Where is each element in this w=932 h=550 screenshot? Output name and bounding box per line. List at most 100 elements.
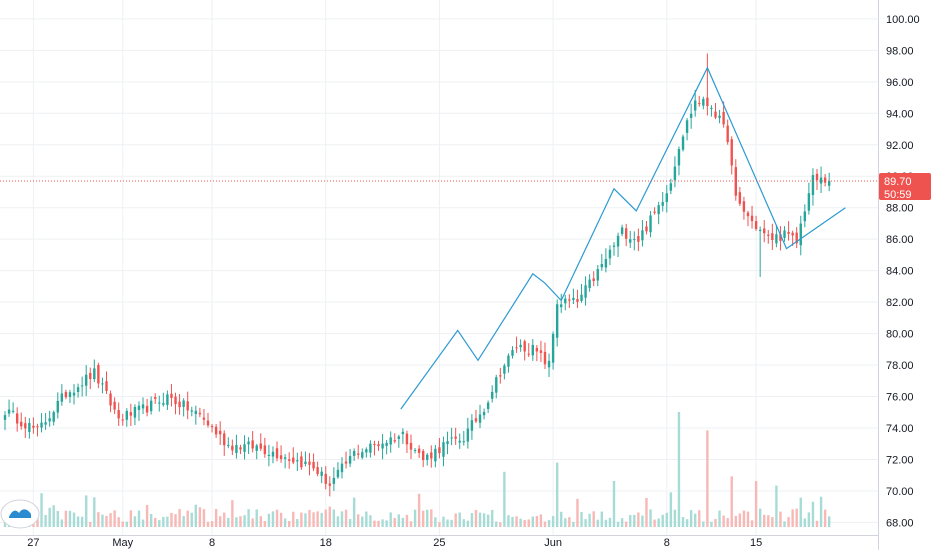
volume-bars <box>3 412 831 527</box>
candle-body <box>210 426 214 428</box>
volume-bar <box>174 514 177 527</box>
candle-body <box>604 258 608 268</box>
volume-bar <box>474 509 478 527</box>
volume-bar <box>288 521 291 527</box>
volume-bar <box>316 511 319 527</box>
volume-bar <box>85 495 88 527</box>
volume-bar <box>499 522 502 527</box>
time-tick-label: May <box>112 537 133 549</box>
candle-body <box>190 410 193 412</box>
candle-body <box>706 97 709 106</box>
candle-body <box>109 393 112 406</box>
candle-body <box>381 443 384 449</box>
volume-bar <box>450 519 453 527</box>
candle-body <box>141 404 145 409</box>
volume-bar <box>214 509 218 527</box>
volume-bar <box>539 514 543 527</box>
volume-bar <box>547 520 551 527</box>
volume-bar <box>811 501 815 527</box>
candle-body <box>681 136 685 150</box>
candle-body <box>174 396 177 405</box>
candle-body <box>60 393 64 402</box>
time-tick-label: 25 <box>433 537 445 549</box>
volume-bar <box>251 518 254 527</box>
volume-bar <box>56 511 59 527</box>
volume-bar <box>125 521 128 527</box>
volume-bar <box>186 510 189 527</box>
volume-bar <box>393 517 396 527</box>
candle-body <box>482 412 486 416</box>
candle-body <box>32 425 35 428</box>
volume-bar <box>531 516 534 527</box>
price-tick-label: 80.00 <box>886 329 914 341</box>
price-tick-label: 92.00 <box>886 140 914 152</box>
candle-body <box>263 445 267 455</box>
candle-body <box>113 401 116 410</box>
candle-body <box>393 440 396 442</box>
candle-body <box>158 402 161 404</box>
candle-body <box>36 426 39 428</box>
candle-body <box>405 433 409 445</box>
candle-body <box>470 420 474 431</box>
candle-body <box>596 269 599 281</box>
candle-body <box>170 393 173 398</box>
volume-bar <box>283 518 287 527</box>
volume-bar <box>629 515 632 527</box>
candle-body <box>641 230 644 241</box>
volume-bar <box>80 516 84 527</box>
candle-body <box>3 415 7 420</box>
candle-body <box>555 304 559 338</box>
candle-body <box>251 440 254 449</box>
volume-bar <box>218 516 222 527</box>
candle-body <box>133 406 137 418</box>
candle-body <box>149 400 153 412</box>
candle-body <box>783 230 786 238</box>
volume-bar <box>478 512 482 527</box>
price-axis[interactable]: 68.00 70.00 72.00 74.00 76.00 78.00 80.00 82.00… <box>878 0 920 550</box>
candle-body <box>312 461 315 469</box>
time-tick-label: 18 <box>320 537 332 549</box>
volume-bar <box>93 497 96 527</box>
volume-bar <box>365 511 368 527</box>
volume-bar <box>645 497 648 527</box>
volume-bar <box>507 515 510 527</box>
volume-bar <box>580 512 583 527</box>
candle-body <box>413 450 417 452</box>
candle-body <box>340 463 344 473</box>
volume-bar <box>352 497 356 527</box>
candle-body <box>787 231 790 234</box>
tradingview-logo-icon[interactable] <box>0 499 40 529</box>
volume-bar <box>604 519 608 527</box>
volume-bar <box>734 515 737 527</box>
price-tick-label: 94.00 <box>886 108 914 120</box>
volume-bar <box>40 493 43 527</box>
candle-body <box>795 232 798 244</box>
candle-body <box>685 120 689 133</box>
volume-bar <box>771 517 774 527</box>
drawings <box>400 66 846 410</box>
time-tick-label: Jun <box>544 537 562 549</box>
volume-bar <box>486 514 490 527</box>
candle-body <box>677 149 681 166</box>
candle-body <box>698 103 701 105</box>
candle-body <box>417 448 421 453</box>
volume-bar <box>681 517 685 527</box>
volume-bar <box>746 511 750 527</box>
volume-bar <box>97 512 100 527</box>
candle-body <box>377 444 380 447</box>
candle-body <box>673 166 677 181</box>
volume-bar <box>89 521 92 527</box>
candle-body <box>645 226 648 232</box>
price-tick-label: 72.00 <box>886 454 914 466</box>
candle-body <box>72 392 76 396</box>
last-price-tag: 89.70 50:59 <box>879 172 931 201</box>
volume-bar <box>377 520 380 527</box>
candle-body <box>486 402 490 409</box>
volume-bar <box>714 518 717 527</box>
candle-body <box>267 454 271 456</box>
candle-body <box>166 394 169 406</box>
time-axis[interactable]: 27 May 8 18 25 Jun 8 15 <box>0 535 878 550</box>
candle-body <box>507 355 510 367</box>
volume-bar <box>454 513 457 527</box>
